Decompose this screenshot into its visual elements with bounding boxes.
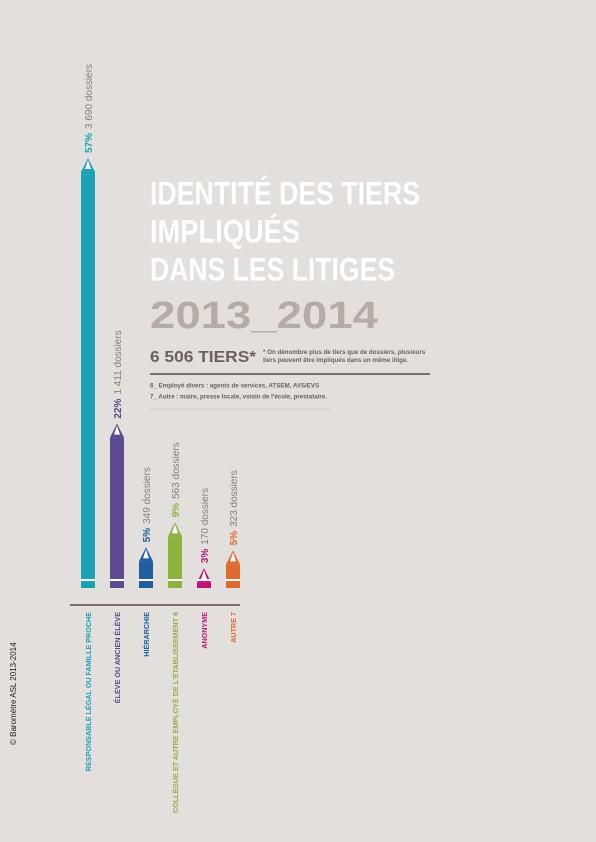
percentage-label: 22% [113, 398, 124, 418]
value-label: 22% 1 411 dossiers [113, 330, 124, 418]
percentage-label: 3% [200, 549, 211, 564]
dossiers-label: 3 690 dossiers [84, 64, 95, 129]
category-label: ÉLÈVE OU ANCIEN ÉLÈVE [113, 612, 122, 703]
title-line: DANS LES LITIGES [150, 251, 395, 287]
percentage-label: 5% [142, 528, 153, 543]
percentage-label: 9% [171, 503, 182, 518]
pencil-lead [172, 524, 178, 534]
title-line: IDENTITÉ DES TIERS [150, 175, 420, 211]
percentage-label: 5% [229, 531, 240, 546]
bar [197, 582, 211, 588]
pencil-lead [230, 552, 236, 562]
note-box: * On dénombre plus de tiers que de dossi… [263, 349, 426, 364]
bar [110, 437, 124, 588]
dossiers-label: 170 dossiers [200, 488, 211, 545]
footnote: 6_ Employé divers : agents de services, … [150, 383, 319, 390]
value-label: 5% 349 dossiers [142, 467, 153, 542]
category-label: ANONYME [200, 612, 209, 649]
value-label: 57% 3 690 dossiers [84, 64, 95, 153]
bar [139, 561, 153, 588]
dossiers-label: 563 dossiers [171, 442, 182, 499]
category-label: HIÉRARCHIE [142, 612, 151, 657]
percentage-label: 57% [84, 133, 95, 153]
bar [81, 172, 95, 588]
credit: © Baromètre ASL 2013-2014 [9, 642, 18, 745]
value-label: 9% 563 dossiers [171, 442, 182, 517]
value-label: 5% 323 dossiers [229, 470, 240, 545]
category-label: COLLÈGUE ET AUTRE EMPLOYÉ DE L'ÉTABLISSE… [171, 612, 180, 813]
bar [226, 564, 240, 588]
category-label: AUTRE 7 [229, 612, 238, 643]
pencil-lead [114, 425, 120, 435]
pencil-lead [201, 570, 207, 580]
dossiers-label: 323 dossiers [229, 470, 240, 527]
total-label: 6 506 TIERS* [150, 349, 257, 366]
pencil-lead [143, 549, 149, 559]
dossiers-label: 1 411 dossiers [113, 330, 124, 394]
dossiers-label: 349 dossiers [142, 467, 153, 524]
footnote: 7_ Autre : maire, presse locale, voisin … [150, 394, 327, 401]
category-label: RESPONSABLE LÉGAL OU FAMILLE PROCHE [84, 612, 93, 771]
title-line: IMPLIQUÉS [150, 213, 300, 249]
bar [168, 536, 182, 588]
total-note: * On dénombre plus de tiers que de dossi… [263, 349, 426, 364]
value-label: 3% 170 dossiers [200, 488, 211, 563]
subtitle: 2013_2014 [150, 295, 378, 337]
pencil-lead [85, 160, 91, 169]
